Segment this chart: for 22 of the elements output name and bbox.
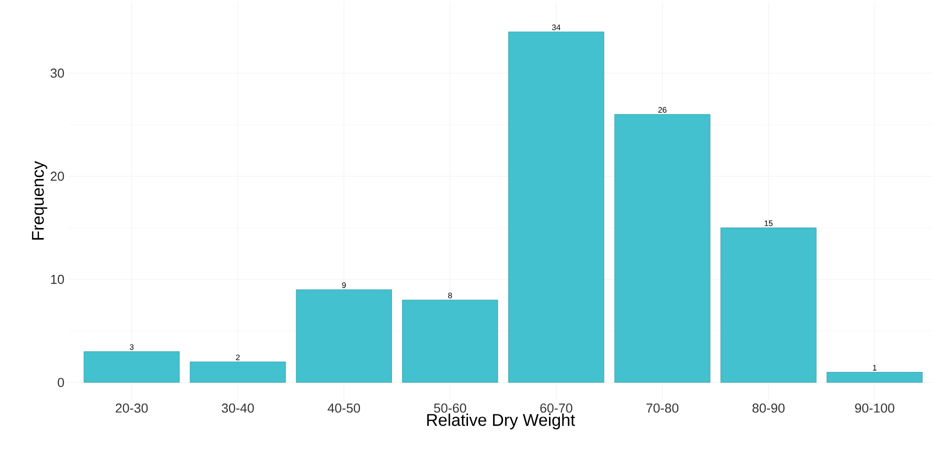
bar [720, 228, 816, 383]
x-tick-label: 60-70 [540, 404, 572, 413]
bar [614, 114, 710, 383]
x-tick-label: 70-80 [646, 404, 678, 413]
y-axis-title: Frequency [32, 161, 48, 240]
x-tick-label: 90-100 [855, 404, 894, 413]
x-tick-label: 40-50 [328, 404, 360, 413]
bar [84, 351, 180, 383]
x-tick-label: 80-90 [752, 404, 785, 413]
y-tick-label: 30 [50, 68, 64, 78]
x-tick-label: 20-30 [116, 404, 148, 413]
x-tick-label: 30-40 [222, 404, 254, 413]
x-tick-label: 50-60 [434, 404, 466, 413]
bar [826, 372, 923, 383]
y-tick-label: 0 [58, 378, 64, 388]
bar [508, 32, 604, 383]
bar [296, 289, 392, 383]
y-tick-label: 20 [50, 172, 64, 181]
y-tick-label: 10 [51, 274, 64, 284]
x-axis-title: Relative Dry Weight [427, 414, 576, 430]
bar [402, 300, 498, 383]
bar [190, 362, 286, 383]
